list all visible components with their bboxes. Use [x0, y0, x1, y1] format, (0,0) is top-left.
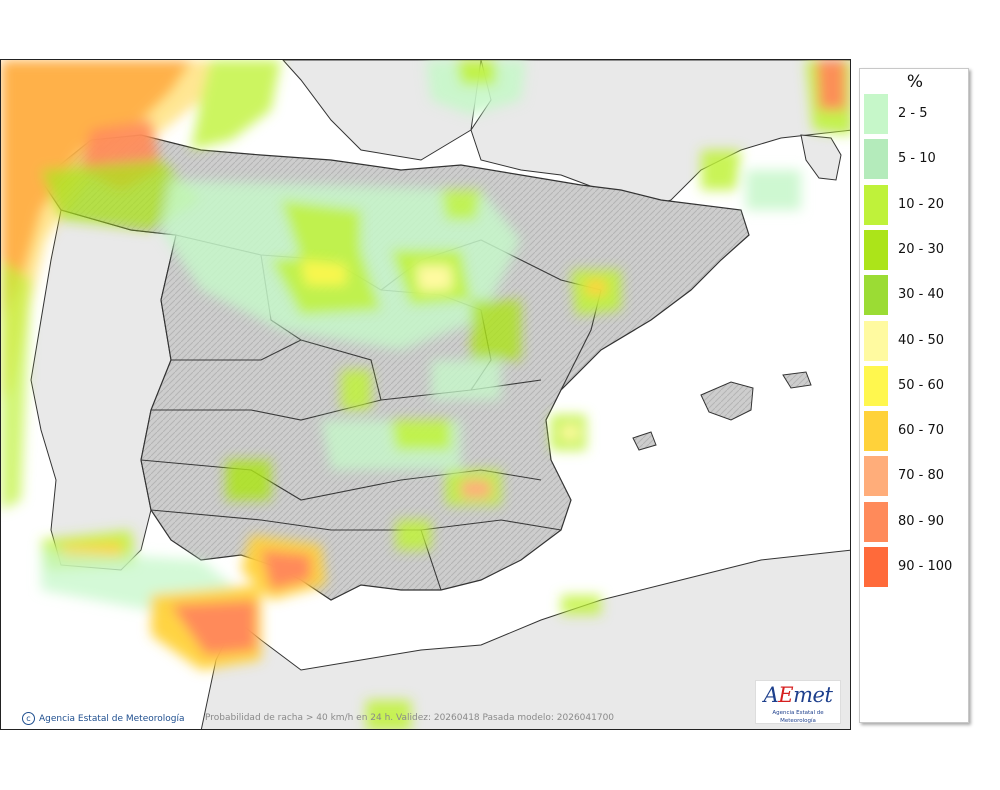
legend-label: 60 - 70: [898, 423, 945, 439]
ibiza: [632, 431, 657, 451]
legend-class: 20 - 30: [864, 229, 968, 270]
aemet-logo-word: AEmet: [763, 683, 833, 707]
legend-swatch: [864, 320, 888, 361]
legend-label: 40 - 50: [898, 332, 945, 348]
legend-swatch: [864, 411, 888, 452]
legend-class: 30 - 40: [864, 275, 968, 316]
copyright-icon: c: [22, 712, 35, 725]
aemet-logo-subtitle: Agencia Estatal de Meteorología: [772, 710, 824, 724]
legend-class: 2 - 5: [864, 94, 968, 134]
legend-class: 50 - 60: [864, 365, 968, 406]
probability-map: [0, 59, 851, 730]
legend-swatch: [864, 365, 888, 406]
legend-swatch: [864, 184, 888, 225]
legend-unit: %: [906, 72, 924, 92]
legend-class: 40 - 50: [864, 320, 968, 361]
legend-label: 50 - 60: [898, 377, 945, 393]
legend-swatch: [864, 275, 888, 316]
legend: % 2 - 5 5 - 10 10 - 20 20 - 30 30 - 40 40 - 5…: [859, 68, 969, 723]
legend-label: 30 - 40: [898, 287, 945, 303]
legend-label: 20 - 30: [898, 241, 945, 257]
menorca: [782, 371, 812, 389]
aemet-logo: AEmet Agencia Estatal de Meteorología: [755, 680, 841, 724]
legend-class: 10 - 20: [864, 184, 968, 225]
legend-class: 5 - 10: [864, 139, 968, 180]
mallorca: [700, 381, 754, 421]
legend-class: 90 - 100: [864, 547, 968, 587]
legend-label: 10 - 20: [898, 196, 945, 212]
legend-label: 90 - 100: [898, 559, 953, 574]
legend-swatch: [864, 547, 888, 587]
legend-label: 70 - 80: [898, 468, 945, 484]
credit-line: c Agencia Estatal de Meteorología: [22, 712, 185, 725]
legend-swatch: [864, 94, 888, 134]
legend-class: 60 - 70: [864, 411, 968, 452]
map-canvas: [1, 60, 850, 729]
legend-swatch: [864, 139, 888, 180]
legend-class: 70 - 80: [864, 456, 968, 497]
sardinia: [800, 134, 842, 181]
legend-swatch: [864, 229, 888, 270]
legend-label: 2 - 5: [898, 106, 928, 121]
legend-swatch: [864, 501, 888, 542]
legend-class: 80 - 90: [864, 501, 968, 542]
legend-label: 5 - 10: [898, 151, 936, 167]
probability-shading: [1, 60, 850, 729]
map-caption: Probabilidad de racha > 40 km/h en 24 h.…: [205, 713, 615, 723]
legend-swatch: [864, 456, 888, 497]
credit-text: Agencia Estatal de Meteorología: [39, 713, 185, 724]
legend-label: 80 - 90: [898, 513, 945, 529]
